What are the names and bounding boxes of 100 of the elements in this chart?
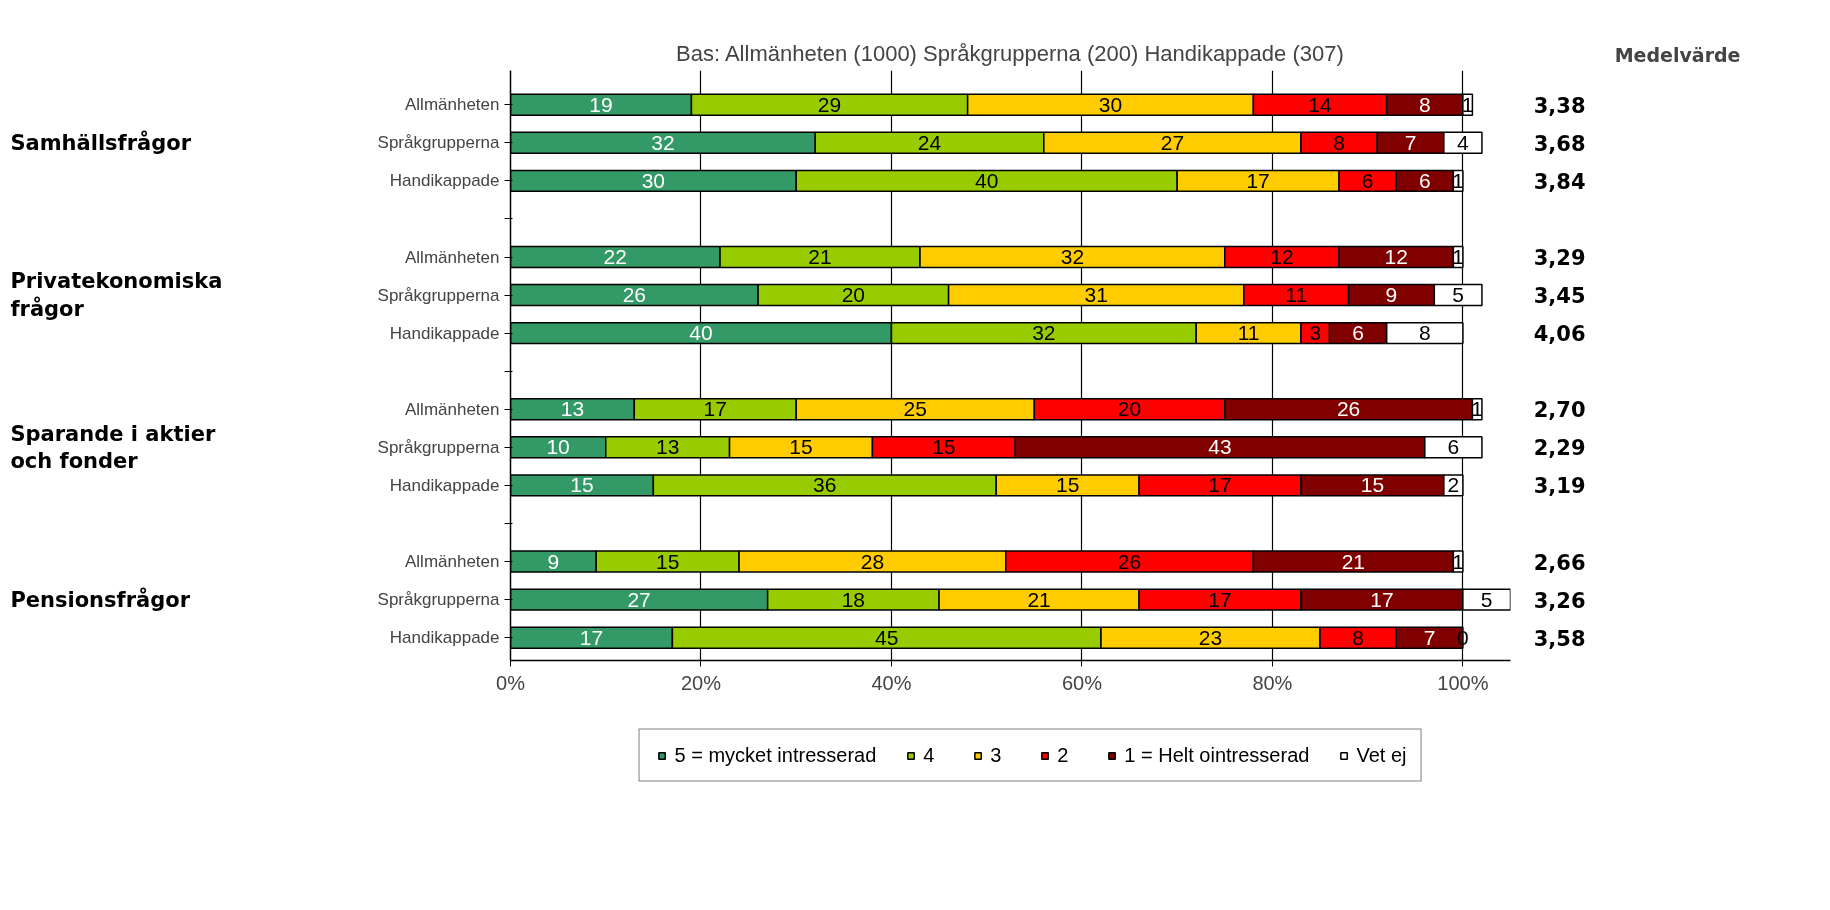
legend-label: 3 xyxy=(990,743,1003,767)
data-label: 15 xyxy=(655,549,680,573)
data-label: 36 xyxy=(813,473,837,497)
data-label: 26 xyxy=(1336,397,1361,421)
y-tick-label: Allmänheten xyxy=(405,247,500,267)
data-label: 29 xyxy=(817,92,842,116)
text: 3,58 xyxy=(1533,626,1586,651)
data-label: 8 xyxy=(1333,130,1345,154)
data-label: 11 xyxy=(1285,283,1308,307)
text: Samhällsfrågor xyxy=(10,129,192,155)
data-label: 32 xyxy=(1060,245,1085,269)
text: 3,29 xyxy=(1533,246,1586,271)
data-label: 26 xyxy=(622,283,646,307)
legend-label: 1 = Helt ointresserad xyxy=(1124,743,1310,767)
data-label: 8 xyxy=(1418,92,1431,116)
data-label: 14 xyxy=(1308,92,1333,116)
text: 2,70 xyxy=(1533,398,1586,423)
text: 3,26 xyxy=(1533,588,1586,613)
data-label: 31 xyxy=(1084,283,1108,307)
data-label: 15 xyxy=(1055,473,1080,497)
legend-label: 4 xyxy=(923,743,936,767)
x-tick-label: 20% xyxy=(680,671,722,694)
data-label: 15 xyxy=(1360,473,1385,497)
y-tick-label: Språkgrupperna xyxy=(377,285,501,305)
data-label: 27 xyxy=(627,587,651,611)
data-label: 6 xyxy=(1418,168,1431,192)
data-label: 21 xyxy=(808,245,832,269)
data-label: 26 xyxy=(1117,549,1142,573)
data-label: 17 xyxy=(1208,473,1232,497)
text: Sparande i aktier och fonder xyxy=(10,421,216,474)
text: 2,66 xyxy=(1533,550,1586,575)
text: Privatekonomiska frågor xyxy=(10,269,223,321)
data-label: 27 xyxy=(1160,130,1185,154)
data-label: 22 xyxy=(603,245,627,269)
data-label: 3 xyxy=(1309,321,1322,345)
data-label: 6 xyxy=(1352,321,1364,345)
data-label: 28 xyxy=(860,549,885,573)
data-label: 19 xyxy=(589,92,613,116)
y-tick-label: Språkgrupperna xyxy=(377,133,501,153)
y-tick-label: Handikappade xyxy=(389,475,500,495)
text: 3,38 xyxy=(1533,93,1586,118)
text: Pensionsfrågor xyxy=(10,586,191,612)
data-label: 17 xyxy=(579,625,604,649)
data-label: 30 xyxy=(641,168,666,192)
data-label: 18 xyxy=(841,587,866,611)
data-label: 20 xyxy=(1117,397,1142,421)
data-label: 15 xyxy=(570,473,594,497)
data-label: 20 xyxy=(841,283,866,307)
x-tick-label: 100% xyxy=(1437,671,1489,694)
data-label: 21 xyxy=(1027,587,1051,611)
chart-title: Bas: Allmänheten (1000) Språkgrupperna (200) Handikappade (307) xyxy=(676,40,1344,66)
text: 3,84 xyxy=(1533,169,1586,194)
data-label: 15 xyxy=(932,435,956,459)
data-label: 5 xyxy=(1452,283,1464,307)
text: 3,45 xyxy=(1533,284,1586,309)
data-label: 23 xyxy=(1198,625,1223,649)
data-label: 9 xyxy=(547,549,560,573)
data-label: 21 xyxy=(1341,549,1366,573)
data-label: 9 xyxy=(1385,283,1398,307)
data-label: 8 xyxy=(1418,321,1431,345)
text: Medelvärde xyxy=(1614,43,1741,66)
y-tick-label: Allmänheten xyxy=(405,95,500,115)
x-tick-label: 40% xyxy=(871,671,912,694)
data-label: 2 xyxy=(1447,473,1460,497)
data-label: 5 xyxy=(1480,587,1493,611)
data-label: 17 xyxy=(1208,587,1232,611)
data-label: 13 xyxy=(655,435,680,459)
data-label: 40 xyxy=(689,321,713,345)
data-label: 11 xyxy=(1237,321,1260,345)
data-label: 17 xyxy=(1370,587,1394,611)
text: 3,19 xyxy=(1533,474,1586,499)
text: 3,68 xyxy=(1533,131,1586,156)
data-label: 15 xyxy=(789,435,813,459)
data-label: 25 xyxy=(903,397,927,421)
data-label: 6 xyxy=(1361,168,1374,192)
data-label: 24 xyxy=(917,130,942,154)
x-tick-label: 60% xyxy=(1061,671,1103,694)
y-tick-label: Språkgrupperna xyxy=(377,437,501,457)
y-tick-label: Allmänheten xyxy=(405,399,500,419)
y-tick-label: Handikappade xyxy=(389,628,500,648)
y-tick-label: Handikappade xyxy=(389,171,500,191)
y-tick-label: Allmänheten xyxy=(405,552,500,572)
data-label: 7 xyxy=(1423,625,1436,649)
data-label: 17 xyxy=(703,397,727,421)
y-tick-label: Språkgrupperna xyxy=(377,590,501,610)
data-label: 12 xyxy=(1270,245,1294,269)
data-label: 6 xyxy=(1447,435,1460,459)
text: 4,06 xyxy=(1533,322,1586,347)
legend-label: 5 = mycket intresserad xyxy=(674,743,877,767)
legend-label: Vet ej xyxy=(1356,743,1407,767)
data-label: 8 xyxy=(1352,625,1364,649)
data-label: 17 xyxy=(1246,168,1270,192)
data-label: 30 xyxy=(1098,92,1123,116)
data-label: 4 xyxy=(1457,130,1470,154)
y-tick-label: Handikappade xyxy=(389,323,500,343)
data-label: 12 xyxy=(1384,245,1408,269)
data-label: 13 xyxy=(560,397,585,421)
data-label: 0 xyxy=(1457,625,1469,649)
data-label: 10 xyxy=(546,435,570,459)
data-label: 7 xyxy=(1404,130,1417,154)
